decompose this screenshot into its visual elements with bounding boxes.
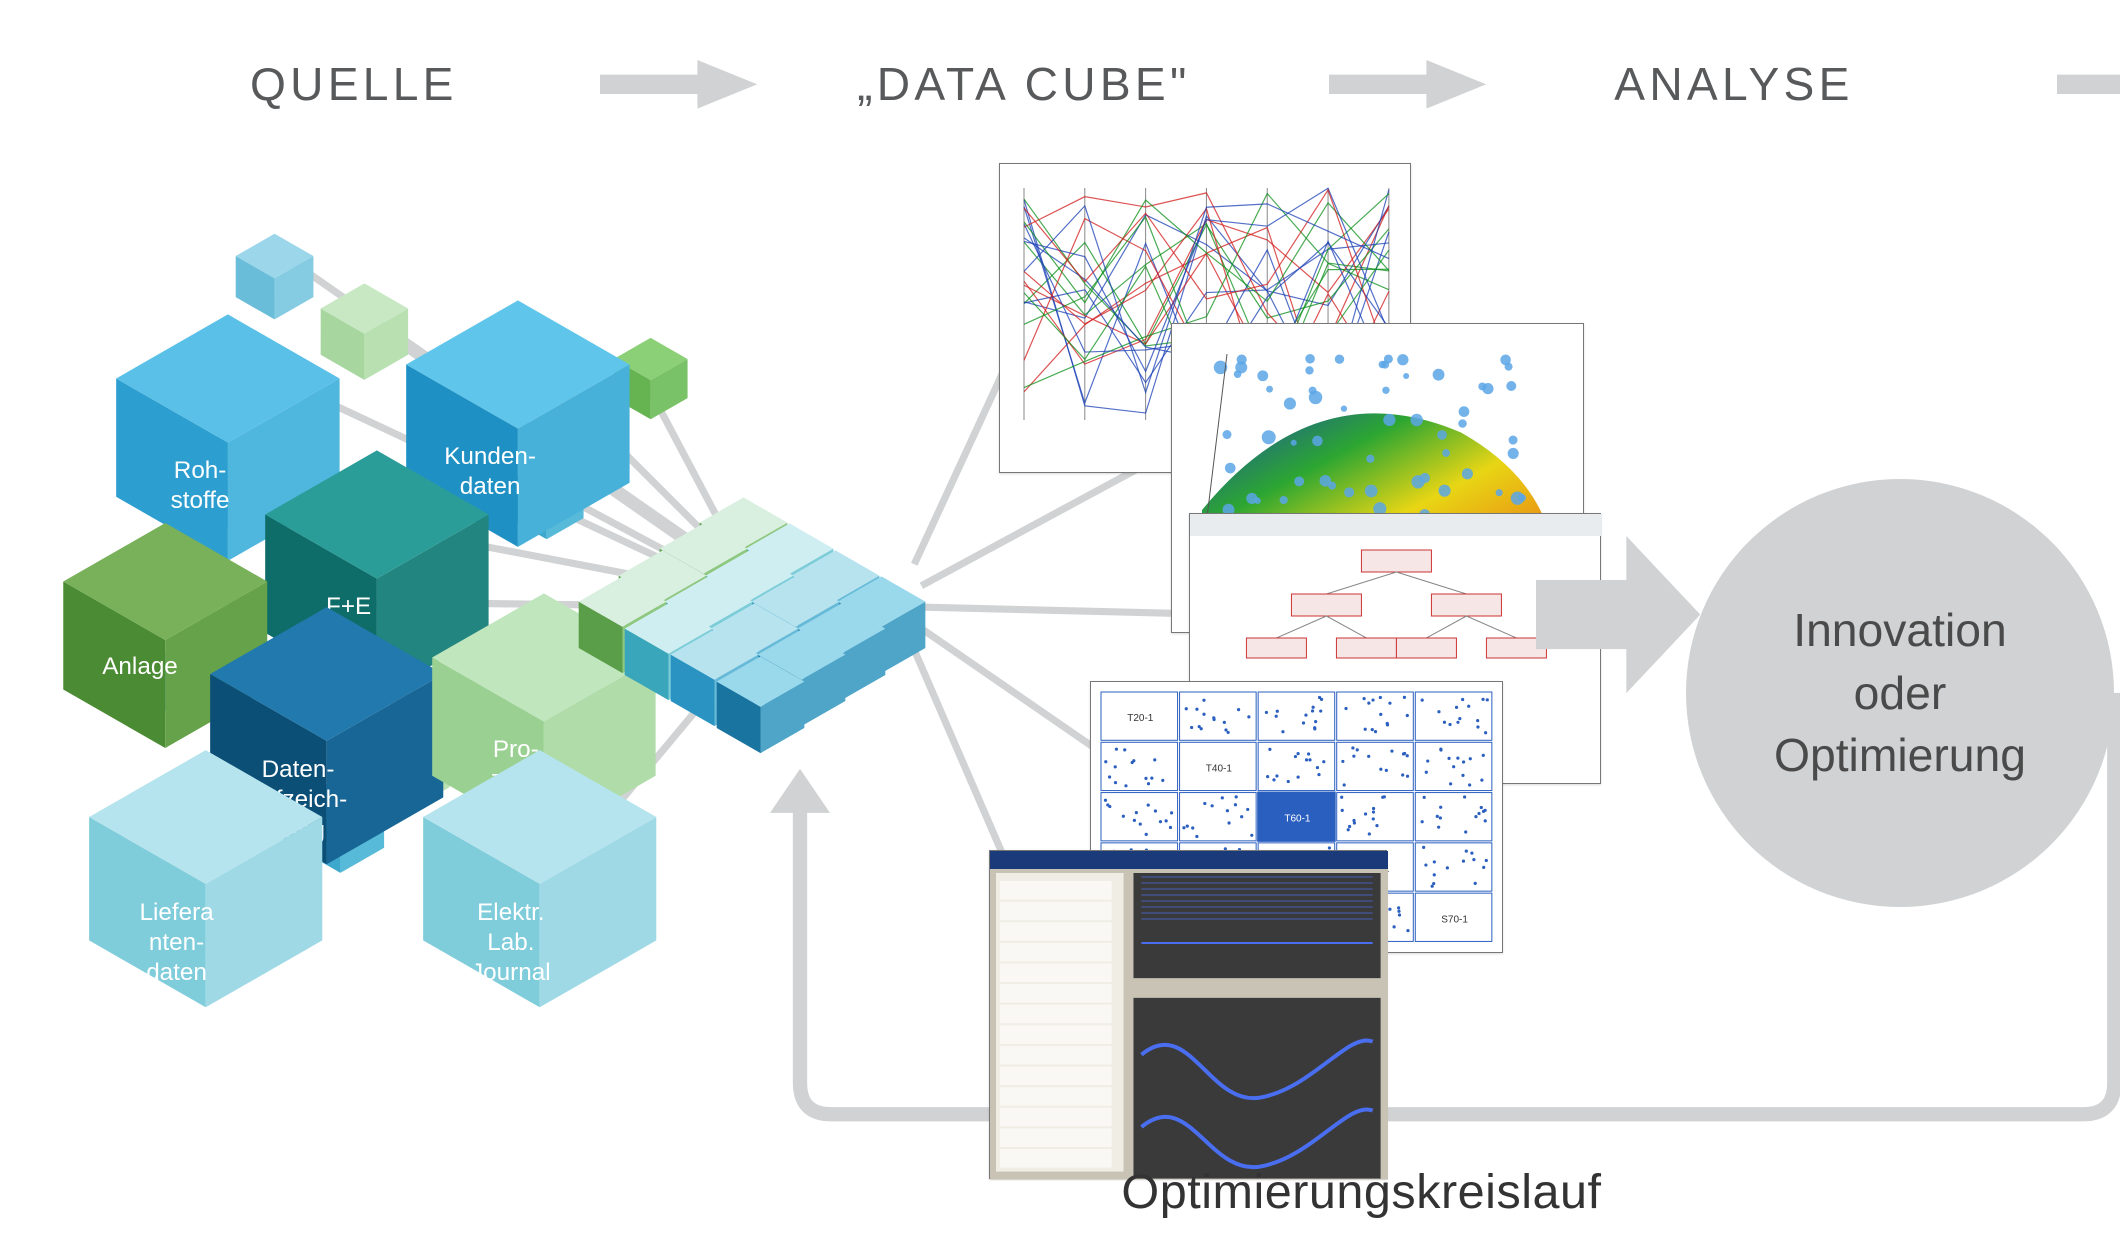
small-cube bbox=[236, 236, 313, 322]
svg-text:T60-1: T60-1 bbox=[1284, 814, 1311, 825]
header-quelle: QUELLE bbox=[250, 57, 458, 111]
stage-arrow-icon bbox=[2057, 60, 2120, 109]
svg-text:T40-1: T40-1 bbox=[1206, 764, 1233, 775]
footer-label: Optimierungskreislauf bbox=[1121, 1164, 1601, 1220]
header-analyse: ANALYSE bbox=[1614, 57, 1853, 111]
source-cube-liefer: Lieferanten-daten bbox=[90, 757, 321, 1014]
decision-circle: Innovation oder Optimierung bbox=[1686, 479, 2115, 908]
source-cube-journal: Elektr.Lab.Journal bbox=[424, 757, 655, 1014]
svg-text:T20-1: T20-1 bbox=[1127, 714, 1154, 725]
panel-timeseries-app bbox=[989, 850, 1388, 1179]
header-datacube: „DATA CUBE" bbox=[857, 57, 1190, 111]
stage-arrow-icon bbox=[600, 60, 757, 109]
svg-text:S70-1: S70-1 bbox=[1441, 915, 1468, 926]
circle-line1: Innovation bbox=[1774, 599, 2026, 661]
circle-line3: Optimierung bbox=[1774, 724, 2026, 786]
hub-voxel bbox=[717, 659, 804, 756]
big-arrow-icon bbox=[1536, 536, 1700, 698]
stage-arrow-icon bbox=[1329, 60, 1486, 109]
circle-line2: oder bbox=[1774, 662, 2026, 724]
